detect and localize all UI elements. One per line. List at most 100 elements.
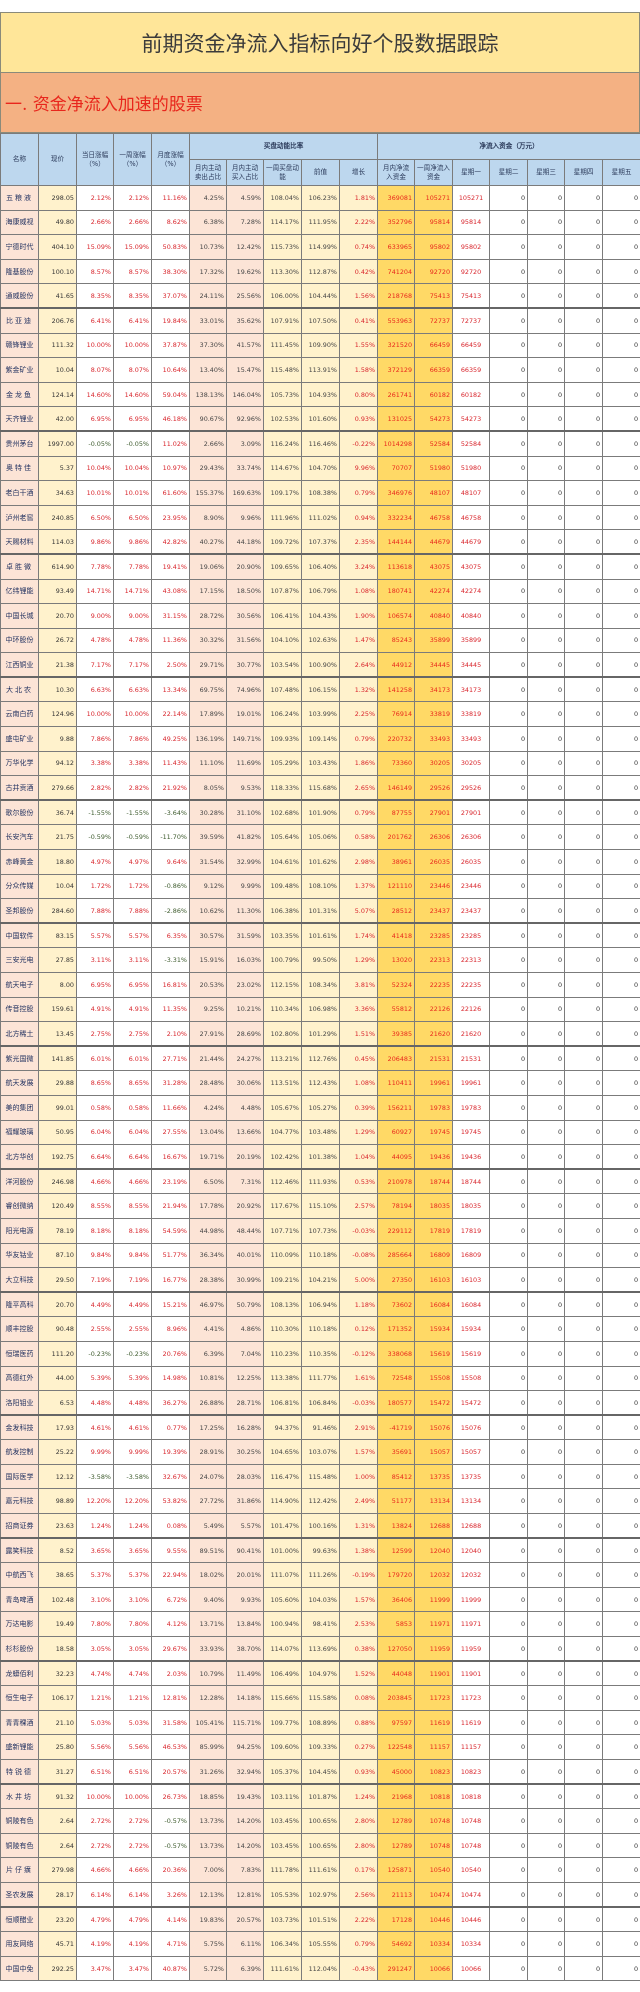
- table-row[interactable]: 美的集团 99.01 0.58% 0.58% 11.66% 4.24% 4.48% 105.6…: [0, 1094, 640, 1121]
- cell-price: 5.37: [38, 455, 77, 482]
- table-row[interactable]: 亿纬锂能 93.49 14.71% 14.71% 43.08% 17.15% 18.50% 1…: [0, 578, 640, 605]
- table-row[interactable]: 圣邦股份 284.60 7.88% 7.88% -2.86% 10.62% 11.30% 10…: [0, 898, 640, 925]
- header-day-change[interactable]: 当日涨幅（%）: [76, 133, 114, 186]
- cell-buy-ratio: 15.47%: [226, 357, 264, 383]
- table-row[interactable]: 万达电影 19.49 7.80% 7.80% 4.12% 13.71% 13.84% 100.…: [0, 1611, 640, 1638]
- header-growth[interactable]: 增长: [338, 159, 379, 186]
- table-row[interactable]: 洋河股份 246.98 4.66% 4.66% 23.19% 6.50% 7.31% 112.…: [0, 1168, 640, 1195]
- table-row[interactable]: 盛新锂能 25.80 5.56% 5.56% 46.53% 85.99% 94.25% 109…: [0, 1734, 640, 1760]
- table-row[interactable]: 五粮液 298.05 2.12% 2.12% 11.16% 4.25% 4.59% 108.0…: [0, 185, 640, 211]
- table-row[interactable]: 高德红外 44.00 5.39% 5.39% 14.98% 10.81% 12.25% 113…: [0, 1365, 640, 1392]
- table-row[interactable]: 歌尔股份 36.74 -1.55% -1.55% -3.64% 30.28% 31.10% 1…: [0, 799, 640, 826]
- header-tuesday[interactable]: 星期二: [489, 159, 529, 186]
- table-row[interactable]: 隆基股份 100.10 8.57% 8.57% 38.30% 17.32% 19.62% 11…: [0, 258, 640, 285]
- table-row[interactable]: 金龙鱼 124.14 14.60% 14.60% 59.04% 138.13% 146.04…: [0, 381, 640, 408]
- table-row[interactable]: 恒顺醋业 23.20 4.79% 4.79% 4.14% 19.83% 20.57% 103.…: [0, 1906, 640, 1933]
- table-row[interactable]: 杉杉股份 18.58 3.05% 3.05% 29.67% 33.93% 38.70% 114…: [0, 1636, 640, 1663]
- table-row[interactable]: 紫金矿业 10.04 8.07% 8.07% 10.64% 13.40% 15.47% 115…: [0, 357, 640, 383]
- table-row[interactable]: 铜陵有色 2.64 2.72% 2.72% -0.57% 13.73% 14.20% 103.…: [0, 1808, 640, 1834]
- table-row[interactable]: 中环股份 26.72 4.78% 4.78% 11.36% 30.32% 31.56% 104…: [0, 627, 640, 654]
- header-name[interactable]: 名称: [0, 133, 39, 186]
- table-row[interactable]: 紫光国微 141.85 6.01% 6.01% 27.71% 21.44% 24.27% 11…: [0, 1045, 640, 1072]
- table-row[interactable]: 中航西飞 38.65 5.37% 5.37% 22.94% 18.02% 20.01% 111…: [0, 1562, 640, 1588]
- table-row[interactable]: 国际医学 12.12 -3.58% -3.58% 32.67% 24.07% 28.03% 1…: [0, 1463, 640, 1490]
- cell-week-momentum: 104.77%: [263, 1119, 302, 1146]
- table-row[interactable]: 天赐材料 114.03 9.86% 9.86% 42.82% 40.27% 44.18% 10…: [0, 529, 640, 556]
- header-thursday[interactable]: 星期四: [564, 159, 604, 186]
- table-row[interactable]: 分众传媒 10.04 1.72% 1.72% -0.86% 9.12% 9.99% 109.4…: [0, 873, 640, 900]
- table-row[interactable]: 福耀玻璃 50.95 6.04% 6.04% 27.55% 13.04% 13.66% 104…: [0, 1119, 640, 1146]
- table-row[interactable]: 通威股份 41.65 8.35% 8.35% 37.07% 24.11% 25.56% 106…: [0, 283, 640, 310]
- table-row[interactable]: 洛阳钼业 6.53 4.48% 4.48% 36.27% 26.88% 28.71% 106.…: [0, 1390, 640, 1417]
- header-friday[interactable]: 星期五: [602, 159, 640, 186]
- table-row[interactable]: 海康威视 49.80 2.66% 2.66% 8.62% 6.38% 7.28% 114.17…: [0, 209, 640, 236]
- table-row[interactable]: 大立科技 29.50 7.19% 7.19% 16.77% 28.38% 30.99% 109…: [0, 1267, 640, 1294]
- table-row[interactable]: 阳光电源 78.19 8.18% 8.18% 54.59% 44.98% 48.44% 107…: [0, 1217, 640, 1244]
- table-row[interactable]: 江西铜业 21.38 7.17% 7.17% 2.50% 29.71% 30.77% 103.…: [0, 652, 640, 679]
- header-month-change[interactable]: 月度涨幅（%）: [151, 133, 190, 186]
- table-row[interactable]: 贵州茅台 1997.00 -0.05% -0.05% 11.02% 2.66% 3.09% 1…: [0, 430, 640, 457]
- cell-week-change: 10.01%: [113, 480, 152, 506]
- table-row[interactable]: 特锐德 31.27 6.51% 6.51% 20.57% 31.26% 32.94% 105.…: [0, 1759, 640, 1786]
- cell-week-net: 15076: [414, 1414, 454, 1441]
- table-row[interactable]: 睿创微纳 120.49 8.55% 8.55% 21.94% 17.78% 20.92% 11…: [0, 1193, 640, 1219]
- table-row[interactable]: 盛屯矿业 9.88 7.86% 7.86% 49.25% 136.19% 149.71% 10…: [0, 726, 640, 752]
- header-month-net[interactable]: 月内净流入资金: [377, 159, 416, 186]
- table-row[interactable]: 青岛啤酒 102.48 3.10% 3.10% 6.72% 9.40% 9.93% 105.6…: [0, 1586, 640, 1613]
- table-row[interactable]: 恒瑞医药 111.20 -0.23% -0.23% 20.76% 6.39% 7.04% 11…: [0, 1340, 640, 1367]
- table-row[interactable]: 用友网络 45.71 4.19% 4.19% 4.71% 5.75% 6.11% 106.34…: [0, 1931, 640, 1957]
- table-row[interactable]: 奥特佳 5.37 10.04% 10.04% 10.97% 29.43% 33.74% 114…: [0, 455, 640, 482]
- table-row[interactable]: 长安汽车 21.75 -0.59% -0.59% -11.70% 39.59% 41.82%…: [0, 824, 640, 851]
- table-row[interactable]: 青青稞酒 21.10 5.03% 5.03% 31.58% 105.41% 115.71% 1…: [0, 1709, 640, 1736]
- table-row[interactable]: 航天电子 8.00 6.95% 6.95% 16.81% 20.53% 23.02% 112.…: [0, 972, 640, 998]
- cell-thursday: 0: [564, 1955, 604, 1982]
- table-row[interactable]: 航发控制 25.22 9.99% 9.99% 19.39% 28.91% 30.25% 104…: [0, 1439, 640, 1465]
- header-week-momentum[interactable]: 一周买盘动能: [263, 159, 302, 186]
- table-row[interactable]: 天齐锂业 42.00 6.95% 6.95% 46.18% 90.67% 92.96% 102…: [0, 406, 640, 433]
- table-row[interactable]: 卓胜微 614.90 7.78% 7.78% 19.41% 19.06% 20.90% 109…: [0, 553, 640, 580]
- table-row[interactable]: 片仔癀 279.98 4.66% 4.66% 20.36% 7.00% 7.83% 111.7…: [0, 1857, 640, 1883]
- header-prior[interactable]: 前值: [301, 159, 340, 186]
- cell-tuesday: 0: [489, 1881, 529, 1909]
- header-buy-ratio[interactable]: 月内主动买入占比: [226, 159, 264, 186]
- table-row[interactable]: 航天发展 29.88 8.65% 8.65% 31.28% 28.48% 30.06% 113…: [0, 1070, 640, 1096]
- table-row[interactable]: 比亚迪 206.76 6.41% 6.41% 19.84% 33.01% 35.62% 107…: [0, 307, 640, 334]
- table-row[interactable]: 大北农 10.30 6.63% 6.63% 13.34% 69.75% 74.96% 107.…: [0, 676, 640, 703]
- table-row[interactable]: 华友钴业 87.10 9.84% 9.84% 51.77% 36.34% 40.01% 110…: [0, 1242, 640, 1269]
- table-row[interactable]: 中国软件 83.15 5.57% 5.57% 6.35% 30.57% 31.59% 103.…: [0, 922, 640, 949]
- table-row[interactable]: 铜陵有色 2.64 2.72% 2.72% -0.57% 13.73% 14.20% 103.…: [0, 1832, 640, 1859]
- header-week-net[interactable]: 一周净流入资金: [414, 159, 454, 186]
- table-row[interactable]: 北方稀土 13.45 2.75% 2.75% 2.10% 27.91% 28.69% 102.…: [0, 1021, 640, 1048]
- table-row[interactable]: 赣锋锂业 111.32 10.00% 10.00% 37.87% 37.30% 41.57%…: [0, 332, 640, 359]
- table-row[interactable]: 老白干酒 34.63 10.01% 10.01% 61.60% 155.37% 169.63…: [0, 480, 640, 506]
- header-week-change[interactable]: 一周涨幅（%）: [113, 133, 152, 186]
- table-row[interactable]: 古井贡酒 279.66 2.82% 2.82% 21.92% 8.05% 9.53% 118.…: [0, 775, 640, 802]
- table-row[interactable]: 露笑科技 8.52 3.65% 3.65% 9.55% 89.51% 90.41% 101.0…: [0, 1537, 640, 1564]
- header-wednesday[interactable]: 星期三: [527, 159, 566, 186]
- header-price[interactable]: 现价: [38, 133, 77, 186]
- table-row[interactable]: 隆平高科 20.70 4.49% 4.49% 15.21% 46.97% 50.79% 108…: [0, 1291, 640, 1318]
- table-row[interactable]: 恒生电子 106.17 1.21% 1.21% 12.81% 12.28% 14.18% 11…: [0, 1685, 640, 1711]
- table-row[interactable]: 顺丰控股 90.48 2.55% 2.55% 8.96% 4.41% 4.86% 110.30…: [0, 1316, 640, 1342]
- cell-wednesday: 0: [527, 1586, 566, 1613]
- cell-week-change: 3.05%: [113, 1636, 152, 1663]
- table-row[interactable]: 宁德时代 404.10 15.09% 15.09% 50.83% 10.73% 12.42%…: [0, 234, 640, 260]
- cell-month-net: 44048: [377, 1660, 416, 1687]
- table-row[interactable]: 圣农发展 28.17 6.14% 6.14% 3.26% 12.13% 12.81% 105.…: [0, 1881, 640, 1909]
- table-row[interactable]: 中国中免 292.25 3.47% 3.47% 40.87% 5.72% 6.39% 111.…: [0, 1955, 640, 1982]
- table-row[interactable]: 招商证券 23.63 1.24% 1.24% 0.08% 5.49% 5.57% 101.47…: [0, 1513, 640, 1540]
- table-row[interactable]: 泸州老窖 240.85 6.50% 6.50% 23.95% 8.90% 9.96% 111.…: [0, 504, 640, 531]
- table-row[interactable]: 赤峰黄金 18.80 4.97% 4.97% 9.64% 31.54% 32.99% 104.…: [0, 849, 640, 875]
- table-row[interactable]: 北方华创 192.75 6.64% 6.64% 16.67% 19.71% 20.19% 10…: [0, 1144, 640, 1171]
- table-row[interactable]: 云南白药 124.96 10.00% 10.00% 22.14% 17.89% 19.01%…: [0, 701, 640, 728]
- table-row[interactable]: 中国长城 20.70 9.00% 9.00% 31.15% 28.72% 30.56% 106…: [0, 603, 640, 629]
- table-row[interactable]: 传音控股 159.61 4.91% 4.91% 11.35% 9.25% 10.21% 110…: [0, 996, 640, 1023]
- table-row[interactable]: 金发科技 17.93 4.61% 4.61% 0.77% 17.25% 16.28% 94.3…: [0, 1414, 640, 1441]
- table-row[interactable]: 万华化学 94.12 3.38% 3.38% 11.43% 11.10% 11.69% 105…: [0, 750, 640, 777]
- header-monday[interactable]: 星期一: [452, 159, 491, 186]
- table-row[interactable]: 嘉元科技 98.89 12.20% 12.20% 53.82% 27.72% 31.86% 1…: [0, 1488, 640, 1515]
- table-row[interactable]: 三安光电 27.85 3.11% 3.11% -3.31% 15.91% 16.03% 100…: [0, 947, 640, 973]
- header-sell-ratio[interactable]: 月内主动卖出占比: [189, 159, 227, 186]
- table-row[interactable]: 龙蟒佰利 32.23 4.74% 4.74% 2.03% 10.79% 11.49% 106.…: [0, 1660, 640, 1687]
- table-row[interactable]: 水井坊 91.32 10.00% 10.00% 26.73% 18.85% 19.43% 10…: [0, 1783, 640, 1810]
